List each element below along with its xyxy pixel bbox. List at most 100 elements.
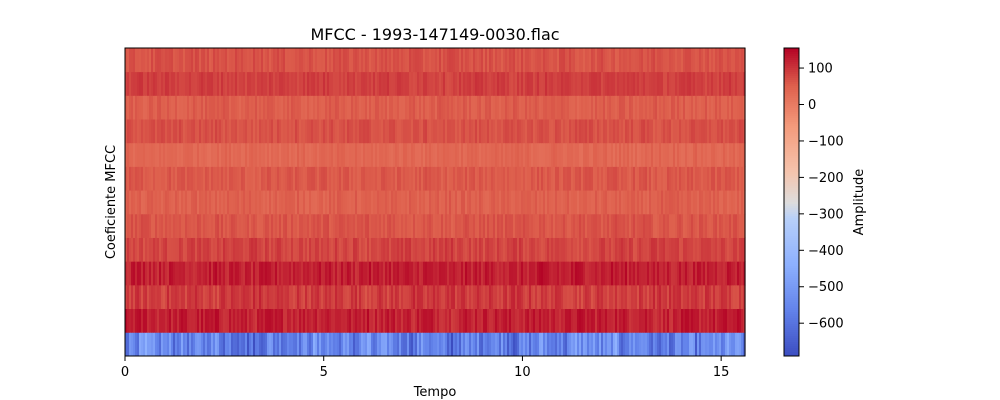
heatmap-cell: [373, 71, 376, 96]
heatmap-cell: [719, 261, 722, 286]
heatmap-cell: [507, 119, 510, 144]
heatmap-cell: [175, 119, 178, 144]
heatmap-cell: [375, 308, 378, 333]
heatmap-cell: [617, 284, 620, 310]
heatmap-cell: [615, 213, 618, 238]
heatmap-cell: [163, 284, 166, 310]
heatmap-cell: [205, 95, 208, 120]
heatmap-cell: [627, 166, 630, 191]
heatmap-cell: [135, 71, 138, 96]
heatmap-cell: [699, 71, 702, 96]
heatmap-cell: [457, 119, 460, 144]
colorbar-segment: [784, 100, 799, 103]
heatmap-cell: [731, 190, 734, 215]
heatmap-cell: [275, 166, 278, 191]
heatmap-cell: [455, 332, 458, 357]
heatmap-cell: [523, 284, 526, 310]
heatmap-cell: [323, 48, 326, 73]
heatmap-cell: [497, 71, 500, 96]
heatmap-cell: [505, 237, 508, 262]
heatmap-cell: [171, 48, 174, 73]
heatmap-cell: [417, 237, 420, 262]
heatmap-cell: [143, 237, 146, 262]
heatmap-cell: [603, 308, 606, 333]
heatmap-cell: [675, 95, 678, 120]
heatmap-cell: [385, 119, 388, 144]
heatmap-cell: [451, 332, 454, 357]
heatmap-cell: [323, 237, 326, 262]
heatmap-cell: [561, 71, 564, 96]
heatmap-cell: [253, 308, 256, 333]
heatmap-cell: [269, 48, 272, 73]
heatmap-cell: [621, 308, 624, 333]
heatmap-cell: [485, 119, 488, 144]
heatmap-cell: [669, 71, 672, 96]
heatmap-cell: [317, 166, 320, 191]
heatmap-cell: [173, 95, 176, 120]
heatmap-cell: [313, 142, 316, 167]
heatmap-cell: [689, 332, 692, 357]
heatmap-cell: [665, 166, 668, 191]
heatmap-cell: [421, 332, 424, 357]
colorbar-segment: [784, 142, 799, 145]
heatmap-cell: [571, 332, 574, 357]
heatmap-cell: [205, 237, 208, 262]
heatmap-cell: [577, 119, 580, 144]
heatmap-cell: [599, 142, 602, 167]
heatmap-cell: [353, 48, 356, 73]
heatmap-cell: [565, 166, 568, 191]
heatmap-cell: [171, 284, 174, 310]
heatmap-cell: [483, 332, 486, 357]
heatmap-cell: [327, 166, 330, 191]
heatmap-cell: [313, 48, 316, 73]
heatmap-cell: [157, 213, 160, 238]
heatmap-cell: [601, 261, 604, 286]
heatmap-cell: [125, 213, 128, 238]
heatmap-cell: [431, 142, 434, 167]
heatmap-cell: [559, 166, 562, 191]
heatmap-cell: [393, 48, 396, 73]
heatmap-cell: [689, 190, 692, 215]
heatmap-cell: [197, 332, 200, 357]
heatmap-cell: [373, 261, 376, 286]
heatmap-cell: [649, 95, 652, 120]
heatmap-cell: [701, 284, 704, 310]
heatmap-cell: [569, 119, 572, 144]
heatmap-cell: [241, 332, 244, 357]
heatmap-cell: [401, 332, 404, 357]
heatmap-cell: [621, 142, 624, 167]
heatmap-cell: [165, 237, 168, 262]
heatmap-cell: [507, 142, 510, 167]
heatmap-cell: [249, 71, 252, 96]
heatmap-cell: [737, 48, 740, 73]
heatmap-cell: [729, 284, 732, 310]
heatmap-cell: [219, 119, 222, 144]
heatmap-cell: [383, 95, 386, 120]
plot-frame: [124, 47, 746, 357]
heatmap-cell: [435, 48, 438, 73]
heatmap-cell: [635, 119, 638, 144]
heatmap-cell: [473, 166, 476, 191]
heatmap-cell: [393, 119, 396, 144]
heatmap-cell: [361, 237, 364, 262]
heatmap-cell: [163, 95, 166, 120]
heatmap-cell: [331, 71, 334, 96]
heatmap-cell: [193, 95, 196, 120]
heatmap-cell: [345, 142, 348, 167]
heatmap-cell: [579, 284, 582, 310]
heatmap-cell: [439, 237, 442, 262]
heatmap-cell: [455, 213, 458, 238]
heatmap-cell: [183, 142, 186, 167]
heatmap-cell: [459, 166, 462, 191]
heatmap-cell: [631, 95, 634, 120]
heatmap-cell: [469, 213, 472, 238]
heatmap-cell: [723, 48, 726, 73]
heatmap-cell: [419, 48, 422, 73]
heatmap-cell: [423, 71, 426, 96]
heatmap-cell: [543, 308, 546, 333]
heatmap-cell: [137, 142, 140, 167]
heatmap-cell: [551, 261, 554, 286]
heatmap-cell: [181, 142, 184, 167]
heatmap-cell: [701, 213, 704, 238]
heatmap-cell: [675, 308, 678, 333]
